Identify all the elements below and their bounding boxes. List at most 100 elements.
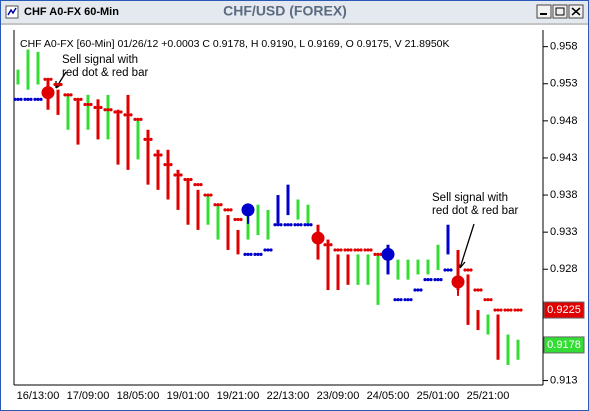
stop-dot [13, 97, 17, 101]
x-tick-label: 25/01:00 [417, 390, 460, 402]
stop-dot [269, 248, 273, 252]
stop-dot [293, 223, 297, 227]
stop-dot [229, 208, 233, 212]
stop-dot [403, 298, 407, 302]
stop-dot [233, 217, 237, 222]
stop-dot [186, 177, 190, 182]
maximize-button[interactable] [552, 4, 568, 19]
stop-dot [356, 248, 360, 252]
y-tick-label: 0.943 [550, 152, 578, 164]
stop-dot [369, 248, 373, 252]
stop-dot [66, 93, 70, 97]
stop-dot [273, 223, 277, 227]
stop-dot [309, 223, 313, 227]
x-tick-label: 25/21:00 [467, 390, 510, 402]
stop-dot [519, 308, 523, 312]
stop-dot [69, 93, 73, 97]
y-tick-label: 0.958 [550, 41, 578, 53]
stop-dot [123, 113, 127, 117]
stop-dot [89, 102, 93, 107]
stop-dot [203, 193, 207, 197]
stop-dot [189, 177, 193, 182]
stop-dot [179, 173, 183, 177]
stop-dot [489, 298, 493, 302]
close-glyph [571, 7, 581, 16]
y-tick-label: 0.928 [550, 263, 578, 275]
minimize-button[interactable] [536, 4, 552, 19]
stop-dot [239, 217, 243, 222]
stop-dot [183, 177, 187, 182]
stop-dot [443, 268, 447, 272]
x-tick-label: 18/05:00 [117, 390, 160, 402]
stop-dot [169, 163, 173, 167]
stop-dot [303, 223, 307, 227]
stop-dot [213, 203, 217, 207]
stop-dot [56, 82, 60, 87]
stop-dot [466, 268, 470, 272]
y-tick-label: 0.953 [550, 78, 578, 90]
stop-dot [26, 97, 30, 101]
stop-dot [139, 117, 143, 121]
stop-dot [376, 252, 380, 257]
stop-dot [499, 308, 503, 312]
stop-dot [436, 278, 440, 282]
price-marker-label: 0.9178 [547, 339, 581, 351]
stop-dot [193, 183, 197, 187]
stop-dot [136, 117, 140, 121]
stop-dot [286, 223, 290, 227]
stop-dot [503, 308, 507, 312]
stop-dot [366, 248, 370, 252]
stop-dot [336, 248, 340, 252]
signal-dot [311, 231, 325, 245]
stop-dot [323, 243, 327, 247]
window-title: CHF A0-FX 60-Min [24, 6, 119, 18]
stop-dot [343, 248, 347, 252]
stop-dot [349, 248, 353, 252]
stop-dot [373, 252, 377, 257]
stop-dot [483, 298, 487, 302]
stop-dot [206, 193, 210, 197]
x-tick-label: 16/13:00 [17, 390, 60, 402]
stop-dot [76, 97, 80, 101]
stop-dot [276, 223, 280, 227]
stop-dot [83, 102, 87, 107]
stop-dot [86, 102, 90, 107]
y-tick-label: 0.948 [550, 115, 578, 127]
signal-dot [451, 275, 465, 289]
annotation: red dot & red bar [432, 205, 518, 217]
stop-dot [516, 308, 520, 312]
stop-dot [196, 183, 200, 187]
window-icon-glyph [7, 7, 17, 16]
stop-dot [416, 288, 420, 292]
stop-dot [259, 252, 263, 257]
stop-dot [159, 153, 163, 157]
price-marker-label: 0.9225 [547, 304, 581, 316]
stop-dot [463, 268, 467, 272]
stop-dot [406, 298, 410, 302]
x-tick-label: 23/09:00 [317, 390, 360, 402]
stop-dot [243, 252, 247, 257]
window-buttons [536, 4, 584, 19]
stop-dot [283, 223, 287, 227]
stop-dot [339, 248, 343, 252]
price-marker [543, 336, 585, 354]
stop-dot [493, 308, 497, 312]
stop-dot [39, 97, 43, 101]
stop-dot [49, 77, 53, 81]
stop-dot [253, 252, 257, 257]
stop-dot [329, 243, 333, 247]
stop-dot [353, 248, 357, 252]
stop-dot [109, 108, 113, 112]
stop-dot [266, 248, 270, 252]
signal-dot [41, 86, 55, 100]
stop-dot [479, 288, 483, 292]
stop-dot [126, 113, 130, 117]
stop-dot [256, 252, 260, 257]
stop-dot [446, 268, 450, 272]
chart-subtitle: CHF A0-FX [60-Min] 01/26/12 +0.0003 C 0.… [20, 38, 450, 50]
stop-dot [113, 110, 117, 114]
stop-dot [176, 173, 180, 177]
stop-dot [116, 110, 120, 114]
stop-dot [249, 252, 253, 257]
